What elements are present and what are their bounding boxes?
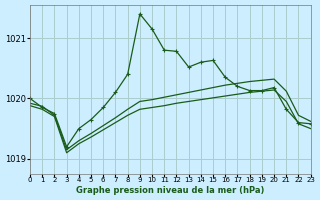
X-axis label: Graphe pression niveau de la mer (hPa): Graphe pression niveau de la mer (hPa) bbox=[76, 186, 265, 195]
